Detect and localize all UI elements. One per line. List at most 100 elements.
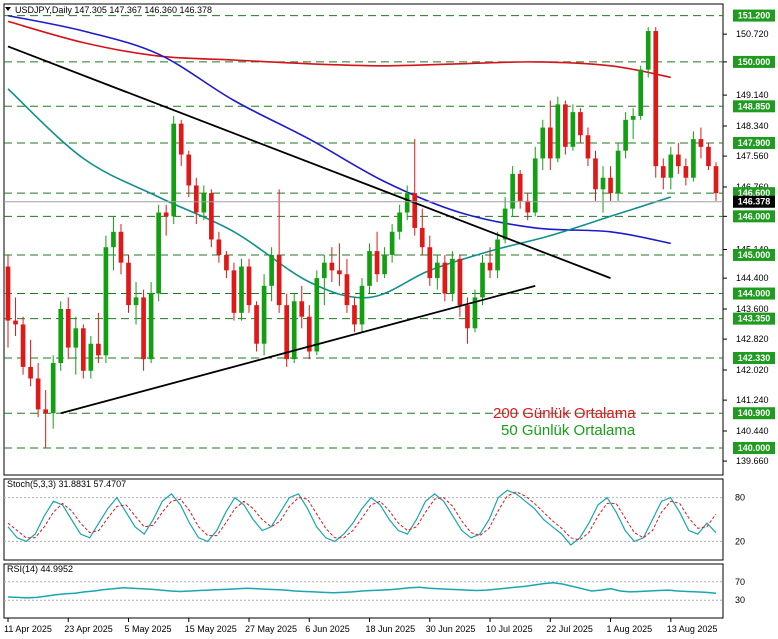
level-label: 151.200	[738, 11, 771, 21]
candle-body[interactable]	[465, 305, 470, 329]
candle-body[interactable]	[224, 254, 229, 271]
candle-body[interactable]	[284, 305, 290, 360]
candle-body[interactable]	[193, 185, 199, 213]
candle-body[interactable]	[28, 366, 33, 379]
candlesticks[interactable]	[5, 27, 719, 448]
candle-body[interactable]	[653, 31, 659, 167]
candle-body[interactable]	[645, 31, 651, 70]
candle-body[interactable]	[404, 193, 410, 213]
candle-body[interactable]	[593, 158, 598, 190]
candle-body[interactable]	[209, 193, 214, 240]
candle-body[interactable]	[118, 231, 124, 263]
candle-body[interactable]	[525, 200, 531, 213]
candle-body[interactable]	[480, 262, 485, 298]
candle-body[interactable]	[171, 123, 177, 217]
candle-body[interactable]	[329, 262, 335, 271]
candle-body[interactable]	[676, 154, 681, 167]
candle-body[interactable]	[35, 378, 41, 410]
candle-body[interactable]	[706, 146, 711, 167]
candle-body[interactable]	[389, 231, 395, 255]
candle-body[interactable]	[630, 115, 636, 120]
candle-body[interactable]	[487, 262, 493, 271]
candle-body[interactable]	[450, 258, 455, 294]
candle-body[interactable]	[254, 305, 259, 344]
candle-body[interactable]	[555, 104, 561, 159]
candle-body[interactable]	[615, 150, 621, 194]
candle-body[interactable]	[43, 409, 48, 414]
candle-body[interactable]	[457, 258, 463, 306]
candle-body[interactable]	[540, 127, 546, 159]
candle-body[interactable]	[668, 154, 674, 178]
candle-body[interactable]	[299, 301, 305, 317]
candle-body[interactable]	[337, 270, 342, 275]
candle-body[interactable]	[419, 227, 425, 248]
candle-body[interactable]	[585, 135, 591, 159]
candle-body[interactable]	[276, 254, 282, 306]
candle-body[interactable]	[578, 112, 583, 136]
candle-body[interactable]	[314, 278, 320, 352]
candle-body[interactable]	[73, 328, 79, 348]
candle-body[interactable]	[306, 316, 312, 352]
candle-body[interactable]	[570, 112, 576, 147]
candle-body[interactable]	[660, 166, 666, 178]
candle-body[interactable]	[397, 212, 402, 232]
candle-body[interactable]	[495, 239, 500, 271]
candle-body[interactable]	[126, 262, 131, 306]
candle-body[interactable]	[683, 166, 689, 178]
candle-body[interactable]	[103, 247, 109, 356]
date-tick-label: 23 Apr 2025	[64, 624, 113, 634]
candle-body[interactable]	[148, 293, 154, 360]
candle-body[interactable]	[216, 239, 222, 255]
candle-body[interactable]	[502, 208, 508, 240]
candle-body[interactable]	[231, 270, 237, 313]
candle-body[interactable]	[111, 231, 116, 248]
candle-body[interactable]	[608, 177, 613, 194]
candle-body[interactable]	[5, 266, 11, 321]
candle-body[interactable]	[201, 193, 207, 213]
candle-body[interactable]	[239, 266, 244, 313]
candle-body[interactable]	[80, 328, 86, 371]
candle-body[interactable]	[510, 173, 515, 209]
candle-body[interactable]	[517, 173, 523, 201]
candle-body[interactable]	[186, 154, 192, 186]
candle-body[interactable]	[698, 139, 704, 147]
candle-body[interactable]	[156, 212, 161, 294]
candle-body[interactable]	[713, 166, 719, 194]
candle-body[interactable]	[359, 285, 365, 325]
candle-body[interactable]	[563, 104, 568, 147]
candle-body[interactable]	[261, 285, 267, 344]
candle-body[interactable]	[269, 254, 274, 286]
candle-body[interactable]	[600, 177, 606, 190]
candle-body[interactable]	[638, 69, 644, 116]
candle-body[interactable]	[96, 343, 101, 356]
candle-body[interactable]	[623, 119, 628, 151]
candle-body[interactable]	[691, 139, 696, 178]
candle-body[interactable]	[374, 251, 380, 275]
candle-body[interactable]	[352, 305, 357, 325]
candle-body[interactable]	[547, 127, 553, 159]
candle-body[interactable]	[13, 320, 18, 325]
candle-body[interactable]	[65, 308, 71, 348]
candle-body[interactable]	[427, 247, 433, 279]
candle-body[interactable]	[246, 266, 252, 306]
candle-body[interactable]	[133, 297, 139, 306]
candle-body[interactable]	[50, 363, 56, 414]
stoch-k-line	[7, 489, 717, 546]
candle-body[interactable]	[20, 324, 26, 367]
candle-body[interactable]	[434, 262, 440, 279]
candle-body[interactable]	[412, 193, 418, 228]
candle-body[interactable]	[88, 343, 94, 371]
candle-body[interactable]	[472, 297, 478, 329]
candle-body[interactable]	[532, 158, 538, 213]
candle-body[interactable]	[291, 301, 297, 360]
candle-body[interactable]	[322, 262, 327, 279]
candle-body[interactable]	[141, 297, 146, 360]
candle-body[interactable]	[58, 308, 64, 364]
price-tick-label: 144.400	[736, 273, 769, 283]
candle-body[interactable]	[442, 262, 448, 294]
candle-body[interactable]	[382, 254, 387, 275]
candle-body[interactable]	[163, 212, 169, 217]
candle-body[interactable]	[344, 274, 350, 306]
candle-body[interactable]	[178, 123, 184, 155]
candle-body[interactable]	[367, 251, 372, 286]
